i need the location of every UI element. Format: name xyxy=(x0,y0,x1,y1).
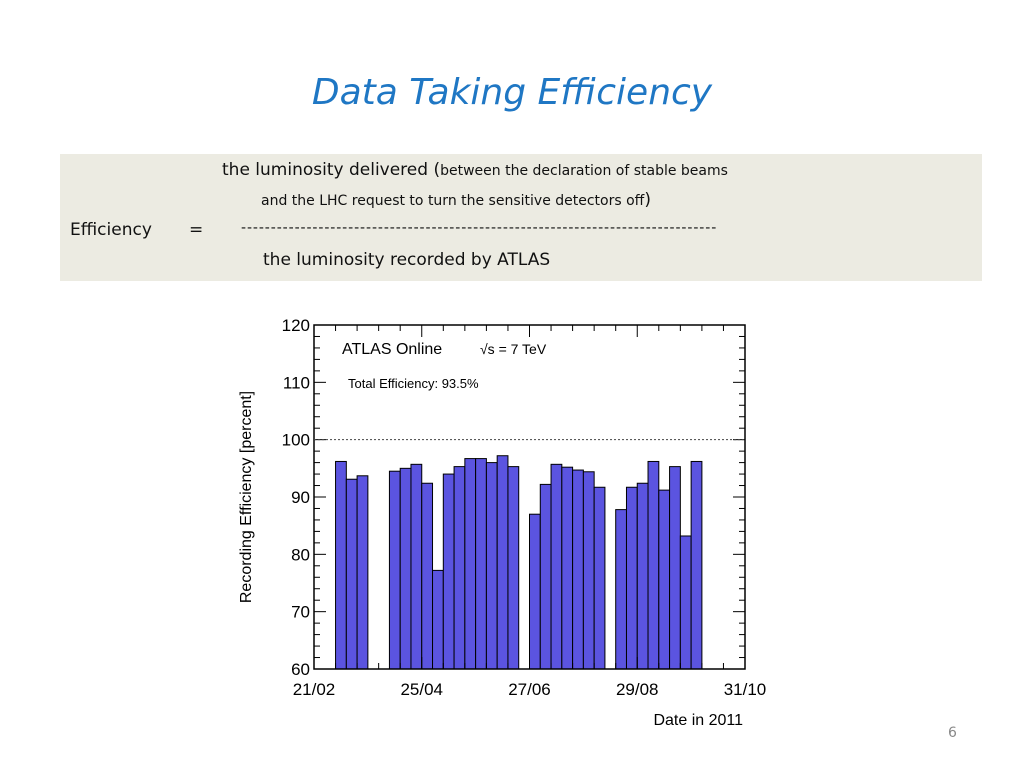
histogram-bar xyxy=(593,486,606,670)
x-tick-label: 21/02 xyxy=(293,680,336,699)
histogram-bar xyxy=(442,473,455,670)
histogram-bar xyxy=(561,466,574,670)
y-tick-label: 110 xyxy=(283,373,310,392)
histogram-bar xyxy=(669,466,681,670)
formula-numerator-note-2: and the LHC request to turn the sensitiv… xyxy=(261,193,645,209)
x-tick-label: 31/10 xyxy=(724,680,767,699)
histogram-bar xyxy=(582,471,595,670)
histogram-bar xyxy=(636,482,649,670)
histogram-bar xyxy=(475,458,487,670)
x-tick-label: 25/04 xyxy=(400,680,443,699)
histogram-bar xyxy=(572,469,584,670)
histogram-bar xyxy=(679,535,692,670)
x-axis-label: Date in 2011 xyxy=(653,712,743,729)
chart-svg: 60 70 80 90 100 110 120 21/02 25/04 27/06 29/08 31… xyxy=(238,316,767,729)
histogram-bar xyxy=(507,466,520,670)
y-tick-label: 90 xyxy=(291,488,310,507)
formula-numerator-note: between the declaration of stable beams xyxy=(440,163,728,179)
formula-equals: = xyxy=(189,220,204,240)
histogram-bar xyxy=(356,475,369,670)
histogram-bar xyxy=(485,462,498,670)
histogram-bar xyxy=(410,463,423,670)
efficiency-formula: the luminosity delivered (between the de… xyxy=(60,154,982,281)
y-tick-label: 60 xyxy=(291,660,310,679)
histogram-bar xyxy=(464,458,477,670)
formula-lhs: Efficiency xyxy=(70,220,152,240)
x-tick-label: 27/06 xyxy=(508,680,551,699)
page-number: 6 xyxy=(948,725,957,741)
efficiency-chart: 60 70 80 90 100 110 120 21/02 25/04 27/06 29/08 31… xyxy=(230,310,780,740)
histogram-bar xyxy=(432,569,444,670)
histogram-bar xyxy=(399,467,412,670)
histogram-bar xyxy=(345,478,358,670)
histogram-bar xyxy=(658,489,671,670)
histogram-bar xyxy=(539,483,552,670)
slide-title: Data Taking Efficiency xyxy=(311,72,713,113)
formula-numerator-line2: and the LHC request to turn the sensitiv… xyxy=(261,190,651,210)
y-axis-label: Recording Efficiency [percent] xyxy=(238,391,255,603)
y-tick-label: 70 xyxy=(291,603,310,622)
formula-denominator: the luminosity recorded by ATLAS xyxy=(263,250,551,270)
formula-close-paren: ) xyxy=(644,190,651,210)
histogram-bar xyxy=(421,482,434,670)
plot-frame xyxy=(313,324,746,670)
histogram-bar xyxy=(335,460,347,670)
y-tick-label: 120 xyxy=(282,316,310,335)
annotation-energy: √s = 7 TeV xyxy=(480,341,547,357)
histogram-bar xyxy=(647,460,660,670)
formula-numerator-line1: the luminosity delivered (between the de… xyxy=(222,160,728,180)
x-tick-label: 29/08 xyxy=(616,680,659,699)
y-tick-label: 100 xyxy=(282,431,310,450)
histogram-bar xyxy=(625,486,638,670)
histogram-bar xyxy=(690,460,703,670)
annotation-atlas-online: ATLAS Online xyxy=(342,341,442,358)
formula-fraction-bar: ----------------------------------------… xyxy=(241,220,718,236)
histogram-bar xyxy=(388,470,401,670)
y-tick-label: 80 xyxy=(291,545,310,564)
histogram-bar xyxy=(496,455,509,670)
annotation-total-efficiency: Total Efficiency: 93.5% xyxy=(348,376,479,391)
histogram-bar xyxy=(453,466,466,670)
formula-numerator-main: the luminosity delivered ( xyxy=(222,160,441,180)
histogram-bar xyxy=(529,513,541,670)
histogram-bar xyxy=(615,509,627,670)
histogram-bar xyxy=(550,463,563,670)
